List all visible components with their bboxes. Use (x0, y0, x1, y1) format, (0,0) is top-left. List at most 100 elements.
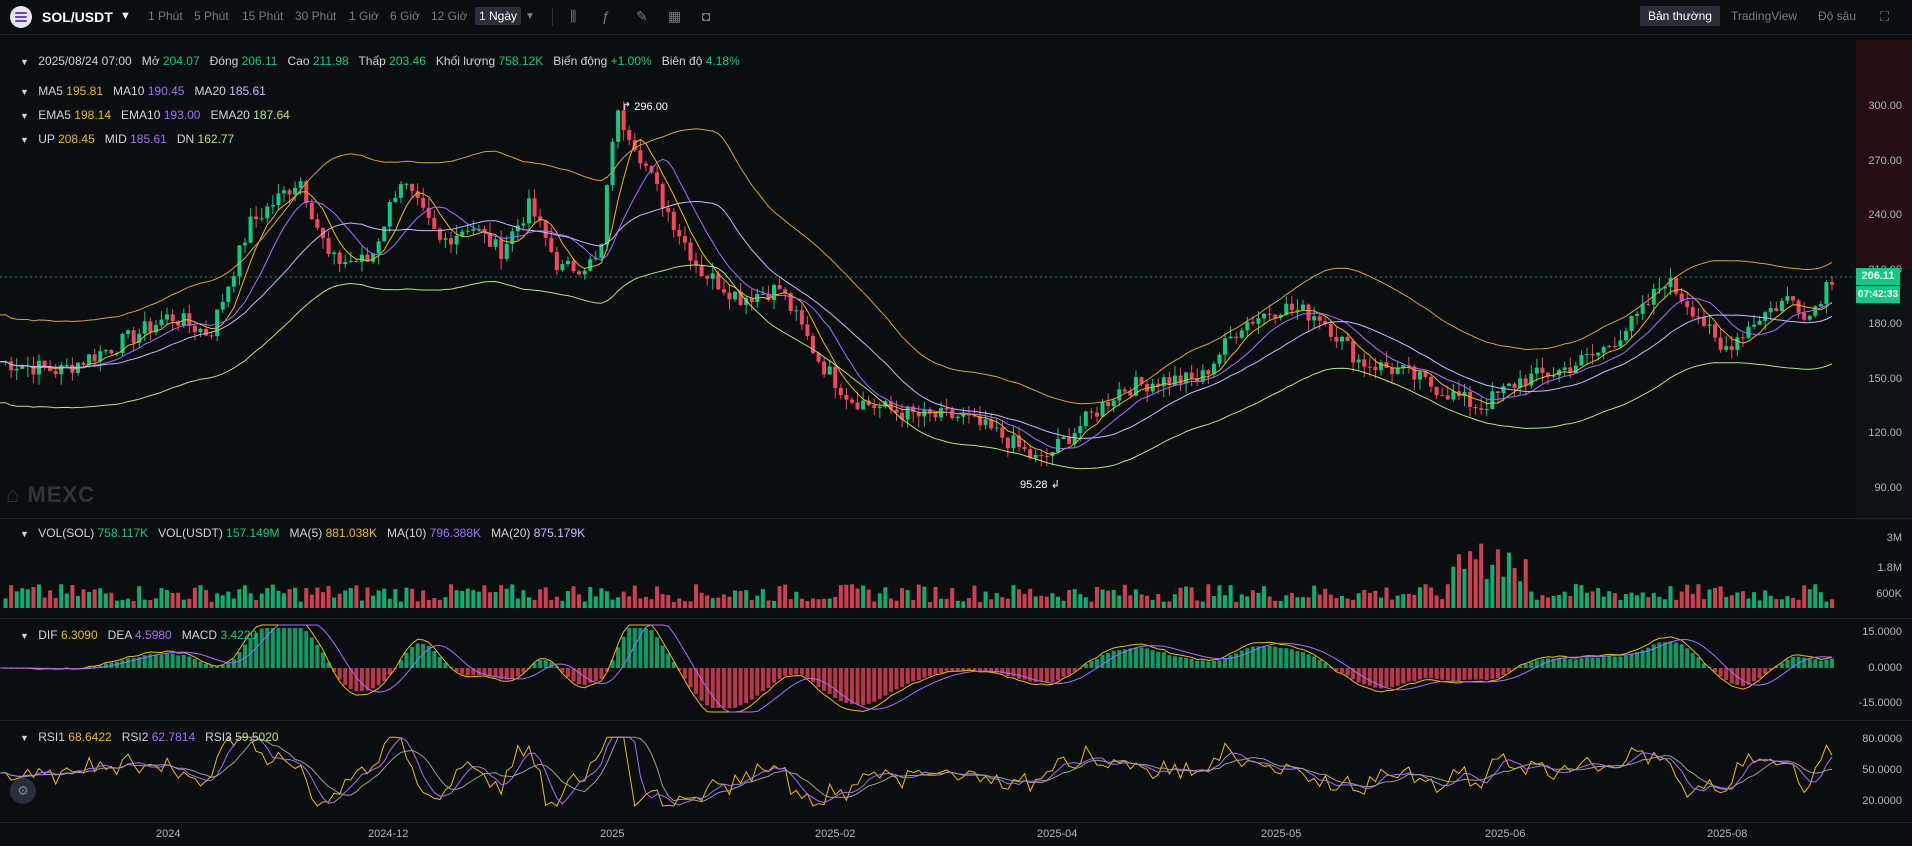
macd-histogram-bar (1178, 656, 1183, 668)
chevron-down-icon[interactable]: ▼ (120, 10, 131, 22)
timeframe-1d[interactable]: 1 Ngày (475, 7, 522, 25)
candle-body (1618, 340, 1623, 347)
volume-bar (1685, 584, 1690, 608)
collapse-icon[interactable]: ▼ (20, 631, 29, 641)
volume-bar (159, 588, 164, 608)
macd-histogram-bar (1301, 652, 1306, 668)
fullscreen-icon[interactable]: ⛶ (1880, 9, 1890, 24)
mode-basic[interactable]: Bản thường (1640, 6, 1720, 26)
macd-histogram-bar (1568, 659, 1573, 668)
macd-histogram-bar (1351, 668, 1356, 680)
candle-body (1623, 330, 1628, 341)
volume-bar (293, 587, 298, 608)
volume-bar (526, 597, 531, 608)
candle-body (1824, 282, 1829, 305)
timeframe-1h[interactable]: 1 Giờ (349, 9, 379, 23)
macd-histogram-bar (1740, 668, 1745, 687)
macd-histogram-bar (1362, 668, 1367, 685)
collapse-icon[interactable]: ▼ (20, 111, 29, 121)
candle-body (822, 361, 827, 375)
chart-settings-icon[interactable]: ⚙ (10, 778, 36, 804)
macd-histogram-bar (933, 668, 938, 674)
volume-bar (1072, 589, 1077, 608)
timeframe-30m[interactable]: 30 Phút (295, 9, 337, 23)
volume-bar (978, 601, 983, 608)
volume-bar (471, 590, 476, 608)
candle-body (900, 412, 905, 420)
volume-bar (404, 587, 409, 608)
candle-body (1791, 296, 1796, 301)
pair-selector[interactable]: SOL/USDT (42, 9, 113, 25)
candle-type-icon[interactable]: ⫼ (570, 8, 577, 24)
volume-bar (588, 587, 593, 608)
mode-depth[interactable]: Độ sâu (1818, 9, 1857, 23)
volume-bar (565, 591, 570, 608)
candle-body (1540, 367, 1545, 373)
collapse-icon[interactable]: ▼ (20, 135, 29, 145)
macd-histogram-bar (660, 645, 665, 668)
candle-body (1529, 373, 1534, 386)
volume-bar (1323, 588, 1328, 608)
draw-icon[interactable]: ✎ (636, 8, 648, 24)
timeframe-more-icon[interactable]: ▼ (525, 11, 535, 22)
macd-histogram-bar (1618, 656, 1623, 668)
volume-bar (866, 589, 871, 608)
volume-bar (1540, 595, 1545, 608)
volume-bar (432, 598, 437, 608)
macd-histogram-bar (1384, 668, 1389, 688)
macd-histogram-bar (270, 628, 275, 668)
macd-axis-label: -15.0000 (1858, 697, 1902, 709)
candle-body (1005, 437, 1010, 449)
mode-tradingview[interactable]: TradingView (1731, 9, 1798, 23)
macd-histogram-bar (499, 668, 504, 680)
volume-bar (1284, 595, 1289, 608)
timeframe-6h[interactable]: 6 Giờ (390, 9, 420, 23)
macd-histogram-bar (476, 668, 481, 676)
pane-divider (0, 518, 1912, 519)
macd-histogram-bar (1072, 668, 1077, 672)
volume-bar (114, 600, 119, 608)
collapse-icon[interactable]: ▼ (20, 87, 29, 97)
macd-histogram-bar (187, 656, 192, 668)
timeframe-12h[interactable]: 12 Giờ (431, 9, 468, 23)
volume-bar (766, 600, 771, 608)
collapse-icon[interactable]: ▼ (20, 57, 29, 67)
candle-body (254, 216, 259, 220)
macd-histogram-bar (1412, 668, 1417, 682)
macd-histogram-bar (92, 666, 97, 668)
macd-histogram-bar (348, 668, 353, 690)
candle-body (866, 400, 871, 406)
volume-bar (749, 599, 754, 608)
volume-bar (337, 593, 342, 608)
macd-histogram-bar (1429, 668, 1434, 678)
timeframe-5m[interactable]: 5 Phút (194, 9, 229, 23)
volume-bar (1156, 594, 1161, 608)
camera-icon[interactable]: ◘ (702, 8, 711, 24)
candle-body (1679, 293, 1684, 302)
volume-bar (1501, 576, 1506, 608)
candle-body (1534, 367, 1539, 374)
rsi1-line (0, 736, 1833, 807)
macd-histogram-bar (794, 668, 799, 675)
timeframe-1m[interactable]: 1 Phút (148, 9, 183, 23)
macd-histogram-bar (1312, 656, 1317, 668)
candle-body (1501, 386, 1506, 394)
collapse-icon[interactable]: ▼ (20, 733, 29, 743)
macd-histogram-bar (621, 636, 626, 668)
volume-bar (721, 594, 726, 608)
layout-icon[interactable]: ▦ (668, 8, 682, 24)
collapse-icon[interactable]: ▼ (20, 529, 29, 539)
macd-histogram-bar (649, 630, 654, 668)
vol-axis-label: 600K (1876, 588, 1902, 600)
volume-bar (1228, 585, 1233, 608)
indicators-icon[interactable]: ƒ (602, 8, 610, 24)
ema-legend: ▼ EMA5 198.14 EMA10 193.00 EMA20 187.64 (20, 108, 290, 122)
candle-body (1178, 375, 1183, 384)
volume-bar (192, 587, 197, 608)
candle-body (1729, 346, 1734, 350)
candle-body (293, 187, 298, 195)
timeframe-15m[interactable]: 15 Phút (242, 9, 284, 23)
volume-bar (939, 598, 944, 608)
macd-histogram-bar (777, 668, 782, 680)
